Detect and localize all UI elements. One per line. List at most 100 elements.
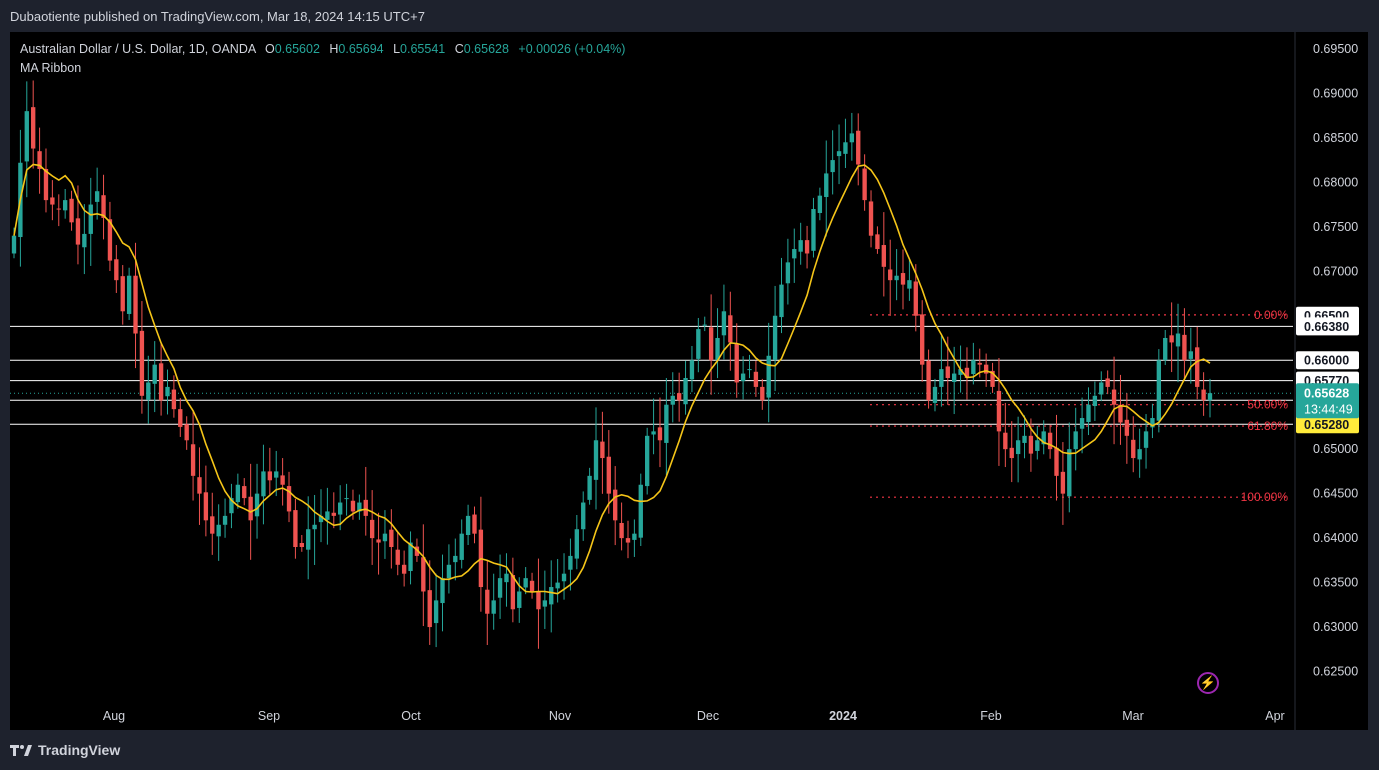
current-price-label: 0.65628 — [1304, 386, 1349, 400]
candle-body — [753, 371, 759, 387]
candle-body — [1131, 439, 1136, 459]
candle-body — [1111, 389, 1117, 405]
bottom-bar — [0, 730, 1379, 770]
candle-body — [229, 498, 234, 514]
tradingview-brand: TradingView — [38, 742, 121, 758]
candle-body — [382, 533, 388, 542]
candle-body — [894, 275, 899, 281]
candle-body — [75, 218, 81, 245]
candle-body — [178, 409, 183, 427]
candle-body — [101, 195, 106, 218]
candle-body — [1003, 432, 1008, 450]
candle-body — [1169, 335, 1174, 343]
candle-body — [158, 363, 164, 401]
candle-body — [146, 382, 151, 400]
change-value: +0.00026 (+0.04%) — [518, 42, 626, 56]
x-tick-label: Oct — [401, 709, 421, 723]
candle-body — [126, 275, 132, 314]
candle-body — [510, 575, 516, 610]
candle-body — [433, 600, 439, 624]
candle-body — [120, 276, 125, 312]
candle-body — [817, 195, 823, 214]
candle-body — [645, 435, 650, 487]
candle-body — [529, 580, 535, 592]
candle-body — [1073, 431, 1078, 450]
candle-body — [1195, 347, 1200, 387]
candle-body — [299, 543, 304, 548]
price-tag — [1296, 351, 1359, 370]
candle-body — [1201, 389, 1206, 401]
candle-body — [331, 512, 336, 516]
candle-body — [222, 515, 228, 525]
candle-body — [670, 395, 675, 405]
candle-body — [600, 441, 605, 459]
candle-body — [939, 369, 944, 387]
candle-body — [862, 168, 867, 201]
indicator-name[interactable]: MA Ribbon — [20, 61, 82, 75]
countdown-label: 13:44:49 — [1304, 402, 1353, 416]
x-tick-label: Nov — [549, 709, 572, 723]
fib-level-label: 61.80% — [1247, 419, 1288, 433]
legend-ohlc-row: Australian Dollar / U.S. Dollar, 1D, OAN… — [20, 40, 625, 59]
candle-body — [389, 529, 394, 548]
symbol-title[interactable]: Australian Dollar / U.S. Dollar, 1D, OAN… — [20, 42, 256, 56]
candle-body — [107, 219, 113, 261]
candle-body — [459, 533, 464, 560]
candle-body — [574, 529, 579, 559]
candle-body — [689, 360, 695, 380]
candle-body — [62, 200, 68, 211]
open-value: 0.65602 — [274, 42, 320, 56]
candle-body — [286, 486, 292, 512]
x-tick-label: Sep — [258, 709, 280, 723]
candle-body — [69, 198, 74, 223]
candle-body — [619, 522, 624, 539]
candle-body — [747, 369, 752, 371]
candle-body — [165, 386, 170, 397]
candle-body — [651, 431, 656, 435]
candle-body — [875, 234, 880, 250]
candle-body — [248, 496, 253, 521]
candle-body — [1137, 449, 1142, 460]
candle-body — [94, 191, 100, 202]
candle-body — [254, 493, 260, 517]
candle-body — [708, 327, 714, 361]
candle-body — [139, 330, 145, 396]
candle-body — [888, 269, 893, 281]
candle-body — [913, 281, 918, 316]
candle-body — [357, 502, 362, 512]
candle-body — [216, 524, 221, 537]
candle-body — [1015, 440, 1021, 455]
y-tick-label: 0.64500 — [1313, 487, 1358, 501]
candle-body — [261, 471, 266, 497]
y-tick-label: 0.67000 — [1313, 264, 1358, 278]
fib-level-label: 50.00% — [1247, 398, 1288, 412]
candle-body — [274, 471, 279, 478]
candle-body — [696, 329, 701, 359]
candle-body — [401, 564, 407, 574]
candle-body — [37, 151, 42, 169]
y-tick-label: 0.63000 — [1313, 620, 1358, 634]
candle-body — [497, 578, 503, 598]
candle-body — [1028, 435, 1034, 454]
y-tick-label: 0.64000 — [1313, 531, 1358, 545]
candle-body — [1086, 404, 1091, 423]
lightning-icon[interactable]: ⚡ — [1197, 672, 1219, 694]
candle-body — [517, 591, 522, 608]
candle-body — [798, 240, 803, 252]
candle-body — [408, 542, 413, 572]
price-tag — [1296, 415, 1359, 434]
candle-body — [1035, 440, 1040, 451]
high-value: 0.65694 — [338, 42, 384, 56]
x-tick-label: 2024 — [829, 709, 857, 723]
tradingview-logo[interactable]: TradingView — [10, 741, 120, 759]
x-tick-label: Aug — [103, 709, 125, 723]
price-tag — [1296, 317, 1359, 336]
candle-body — [344, 498, 349, 500]
candle-body — [318, 515, 324, 523]
y-tick-label: 0.68500 — [1313, 131, 1358, 145]
candle-body — [657, 427, 663, 441]
candle-body — [280, 475, 285, 485]
candle-body — [1054, 447, 1059, 476]
candle-body — [210, 516, 215, 534]
